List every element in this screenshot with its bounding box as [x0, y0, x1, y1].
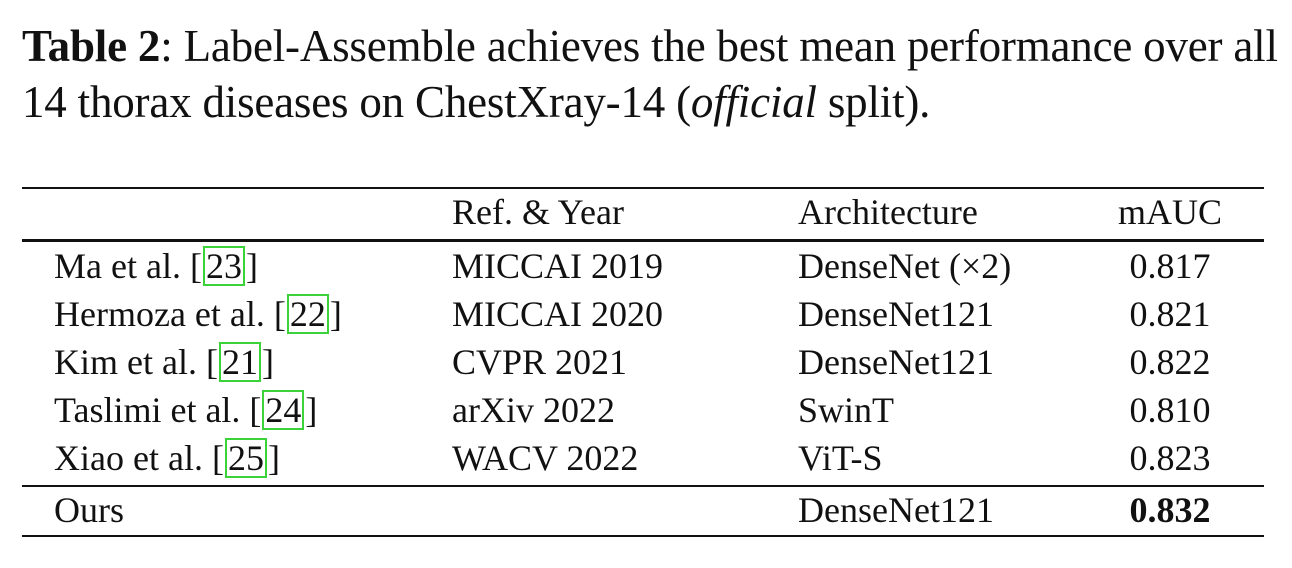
- method-bracket: ]: [329, 294, 342, 334]
- mauc-cell: 0.810: [1129, 390, 1211, 430]
- caption-text-2: split).: [816, 77, 931, 127]
- table-row: Taslimi et al. [24] arXiv 2022 SwinT 0.8…: [0, 386, 1292, 434]
- method-bracket: ]: [305, 390, 318, 430]
- citation-link[interactable]: 24: [262, 390, 305, 430]
- method-name: Ma et al. [: [54, 246, 202, 286]
- ref-year-cell: WACV 2022: [452, 438, 639, 478]
- architecture-cell: DenseNet121: [798, 294, 994, 334]
- architecture-cell: DenseNet121: [798, 342, 994, 382]
- header-architecture: Architecture: [798, 192, 978, 232]
- method-cell: Hermoza et al. [22]: [54, 290, 342, 338]
- citation-link[interactable]: 25: [224, 438, 267, 478]
- architecture-cell: ViT-S: [798, 438, 883, 478]
- table-row: Ma et al. [23] MICCAI 2019 DenseNet (×2)…: [0, 242, 1292, 290]
- table-header-rule: [22, 239, 1264, 242]
- method-cell: Xiao et al. [25]: [54, 434, 280, 482]
- table-caption: Table 2: Label-Assemble achieves the bes…: [22, 18, 1282, 130]
- method-bracket: ]: [261, 342, 274, 382]
- architecture-cell: DenseNet121: [798, 490, 994, 530]
- mauc-cell: 0.821: [1129, 294, 1211, 334]
- mauc-cell: 0.823: [1129, 438, 1211, 478]
- architecture-cell: DenseNet (×2): [798, 246, 1012, 286]
- architecture-cell: SwinT: [798, 390, 895, 430]
- table-ours-separator: [22, 485, 1264, 487]
- table-bottom-rule: [22, 535, 1264, 537]
- caption-italic: official: [690, 77, 817, 127]
- mauc-cell: 0.822: [1129, 342, 1211, 382]
- citation-link[interactable]: 22: [286, 294, 329, 334]
- method-cell: Kim et al. [21]: [54, 338, 274, 386]
- citation-link[interactable]: 21: [218, 342, 261, 382]
- mauc-cell-best: 0.832: [1129, 490, 1211, 530]
- method-name: Xiao et al. [: [54, 438, 224, 478]
- method-cell: Taslimi et al. [24]: [54, 386, 317, 434]
- table-top-rule: [22, 187, 1264, 189]
- table-row: Kim et al. [21] CVPR 2021 DenseNet121 0.…: [0, 338, 1292, 386]
- table-row: Xiao et al. [25] WACV 2022 ViT-S 0.823: [0, 434, 1292, 482]
- method-name: Taslimi et al. [: [54, 390, 262, 430]
- header-mauc: mAUC: [1117, 192, 1222, 232]
- ref-year-cell: MICCAI 2019: [452, 246, 664, 286]
- caption-text-1: : Label-Assemble achieves the best mean …: [22, 21, 1278, 127]
- citation-link[interactable]: 23: [202, 246, 245, 286]
- header-ref-year: Ref. & Year: [452, 192, 624, 232]
- method-bracket: ]: [245, 246, 258, 286]
- method-bracket: ]: [267, 438, 280, 478]
- table-row: Hermoza et al. [22] MICCAI 2020 DenseNet…: [0, 290, 1292, 338]
- table-header-row: Ref. & Year Architecture mAUC: [0, 188, 1292, 236]
- method-name: Kim et al. [: [54, 342, 218, 382]
- caption-label: Table 2: [22, 21, 161, 71]
- table-row-ours: Ours DenseNet121 0.832: [0, 486, 1292, 534]
- ref-year-cell: CVPR 2021: [452, 342, 628, 382]
- ref-year-cell: MICCAI 2020: [452, 294, 664, 334]
- method-cell: Ours: [54, 490, 124, 530]
- method-cell: Ma et al. [23]: [54, 242, 258, 290]
- ref-year-cell: arXiv 2022: [452, 390, 615, 430]
- method-name: Hermoza et al. [: [54, 294, 286, 334]
- mauc-cell: 0.817: [1129, 246, 1211, 286]
